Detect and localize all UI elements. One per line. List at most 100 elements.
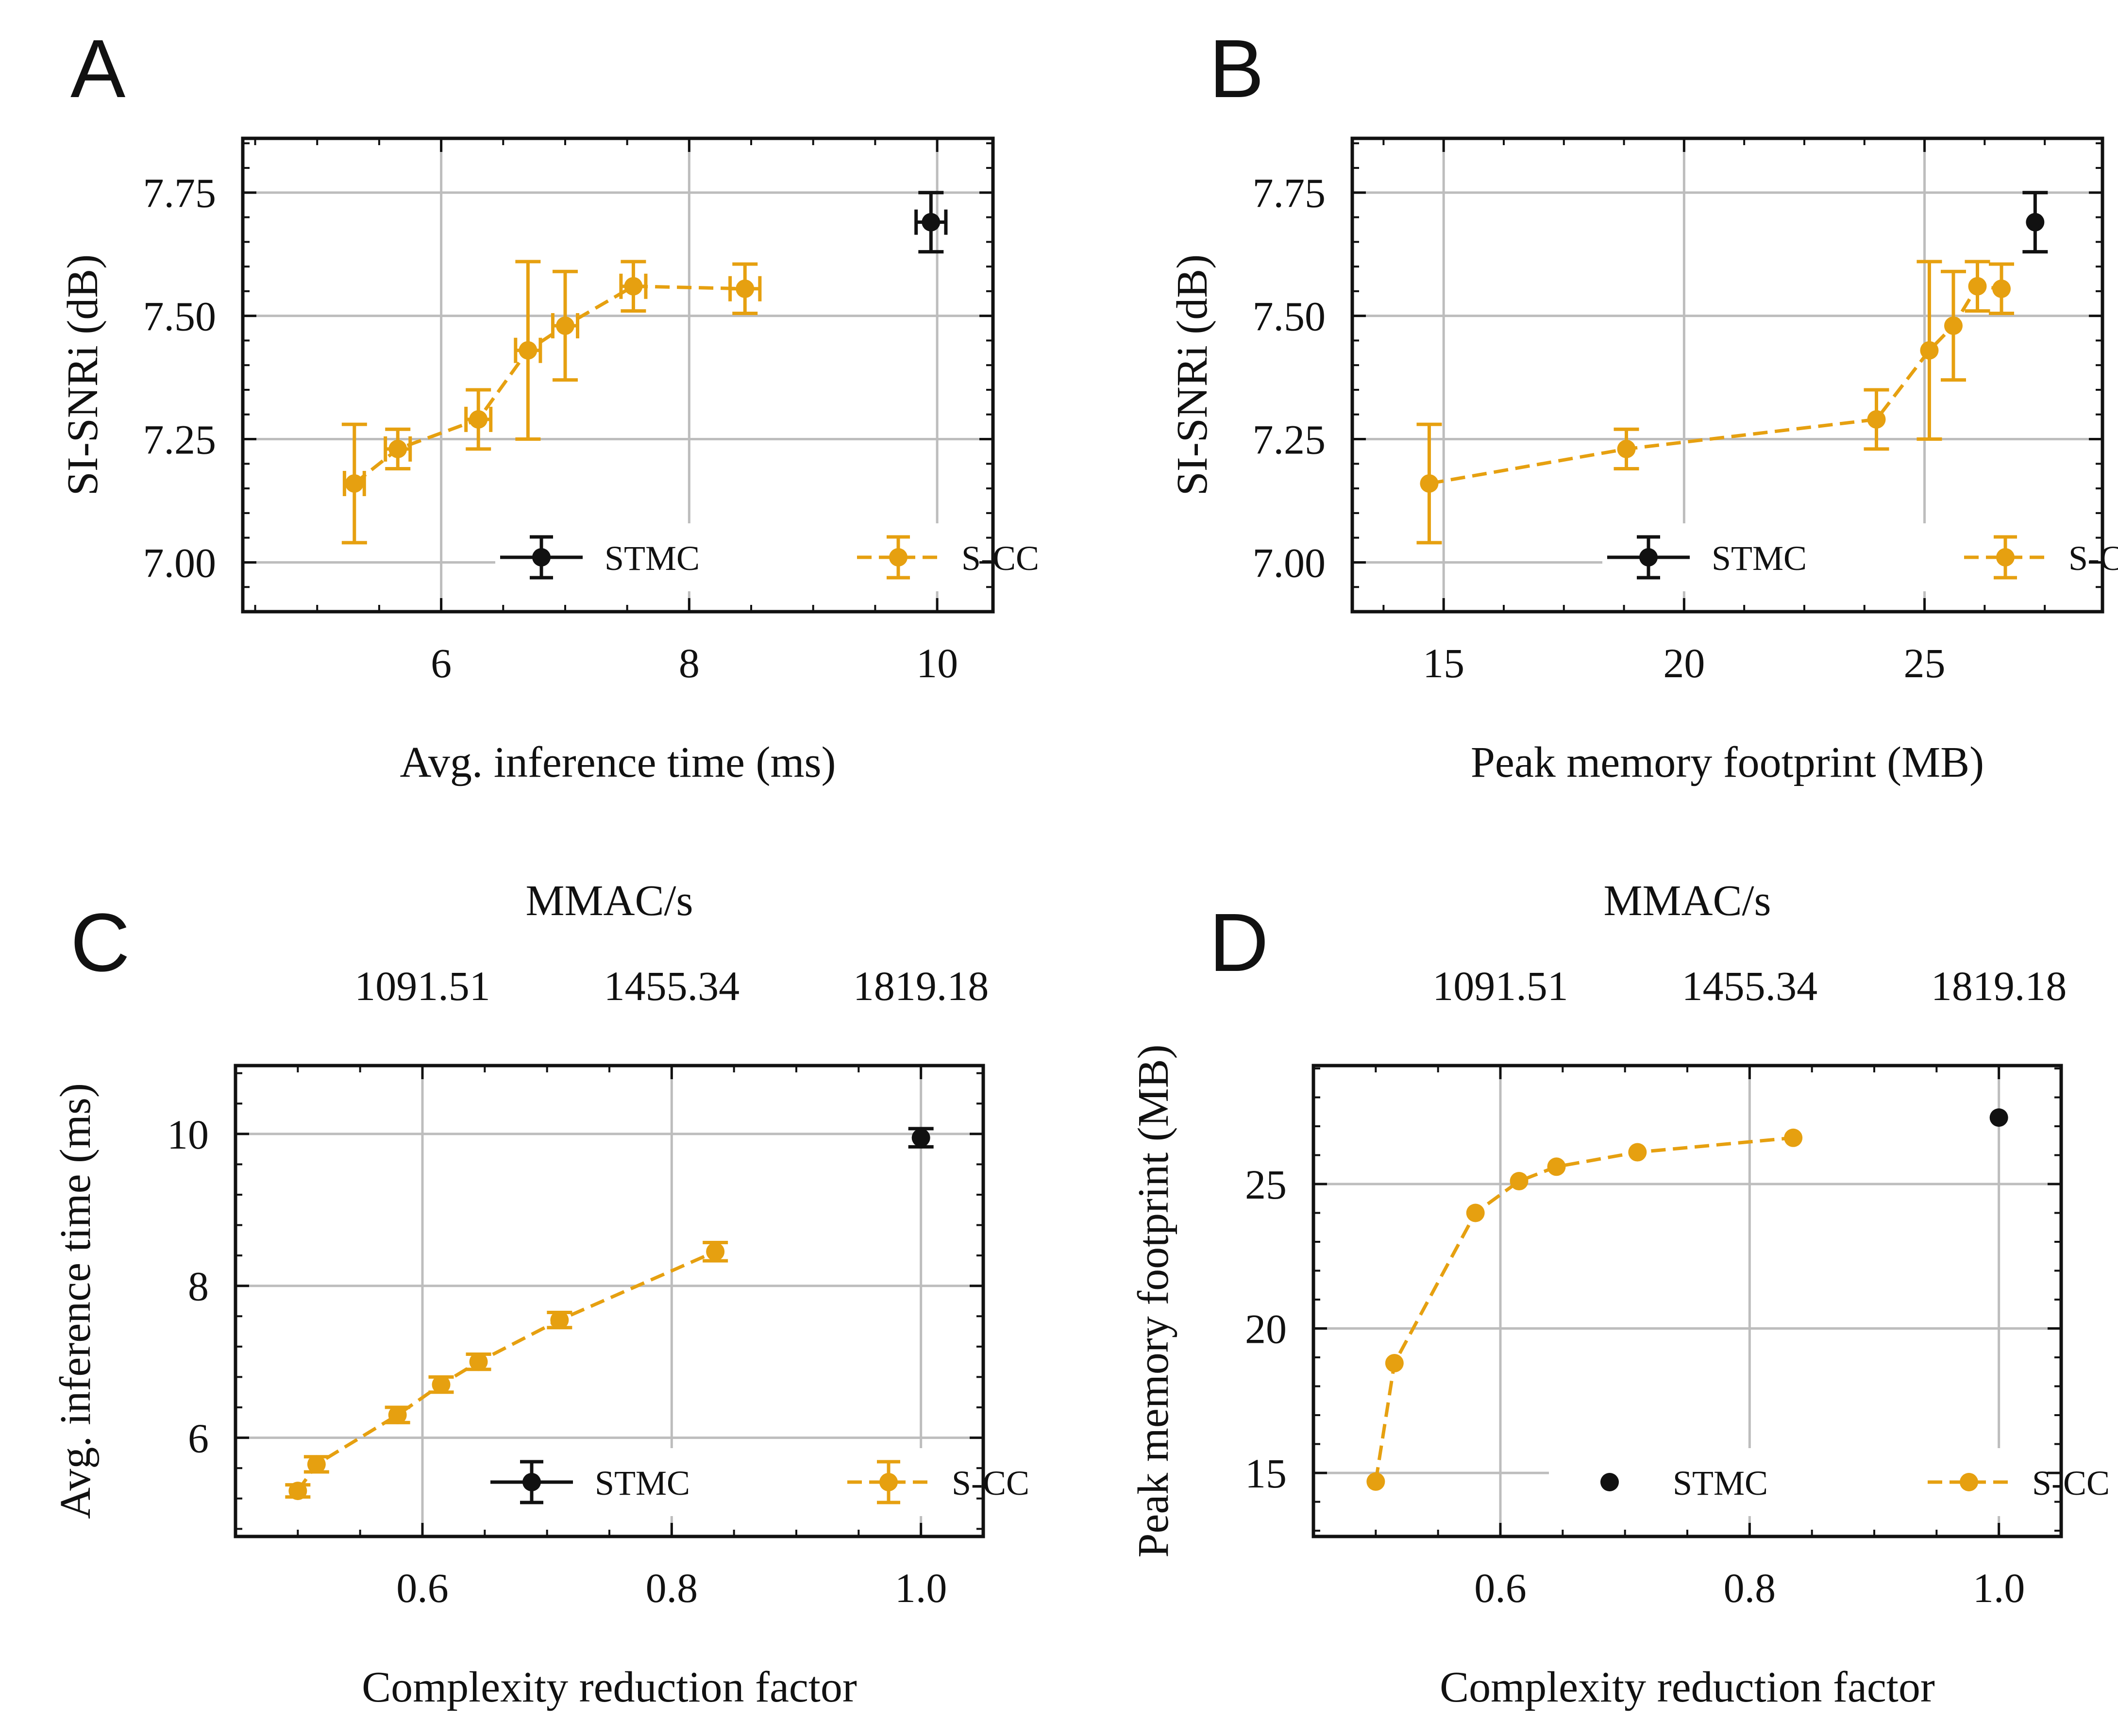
plot-frame xyxy=(234,1064,985,1538)
top-tick-label: 1819.18 xyxy=(1931,963,2067,1009)
data-point-scc xyxy=(1617,439,1636,458)
y-tick-label: 7.50 xyxy=(143,293,217,340)
data-point-scc xyxy=(550,1311,569,1330)
data-point-stmc xyxy=(922,213,941,232)
data-point-scc xyxy=(1784,1128,1803,1147)
x-tick-label: 6 xyxy=(431,640,452,686)
series-scc xyxy=(1416,260,2015,545)
plot-frame xyxy=(1350,136,2104,614)
data-point-scc xyxy=(1420,474,1439,493)
x-tick-label: 0.6 xyxy=(396,1565,449,1611)
y-tick-label: 10 xyxy=(167,1111,209,1158)
legend-label-scc: S-CC xyxy=(2068,539,2118,578)
series-scc xyxy=(341,260,762,545)
data-point-scc xyxy=(624,277,643,296)
series-scc xyxy=(285,1241,728,1501)
y-tick-label: 25 xyxy=(1245,1161,1287,1208)
x-axis-label: Avg. inference time (ms) xyxy=(400,738,836,786)
y-axis-label: Peak memory footprint (MB) xyxy=(1129,1044,1177,1557)
plot-frame xyxy=(1311,1064,2063,1538)
x-tick-label: 0.8 xyxy=(646,1565,698,1611)
data-point-scc xyxy=(1920,341,1939,360)
y-tick-label: 7.75 xyxy=(1253,170,1326,217)
data-point-scc xyxy=(432,1375,451,1394)
data-point-scc xyxy=(555,316,574,335)
x-tick-label: 1.0 xyxy=(1973,1565,2025,1611)
x-axis-label: Complexity reduction factor xyxy=(362,1663,857,1711)
data-point-scc xyxy=(1992,279,2011,298)
y-tick-label: 7.25 xyxy=(1253,417,1326,463)
data-point-scc xyxy=(307,1455,326,1474)
legend-label-stmc: STMC xyxy=(605,539,700,578)
y-tick-label: 7.00 xyxy=(1253,539,1326,586)
data-point-scc xyxy=(1867,410,1886,429)
panel-letter-a: A xyxy=(70,23,126,115)
data-point-scc xyxy=(1628,1143,1647,1162)
legend: STMC S-CC xyxy=(1600,1464,2110,1502)
y-axis-label: SI-SNRi (dB) xyxy=(1168,254,1216,496)
data-point-scc xyxy=(1944,316,1963,335)
data-point-stmc xyxy=(911,1128,930,1147)
legend-label-stmc: STMC xyxy=(1673,1464,1768,1502)
top-tick-label: 1091.51 xyxy=(1432,963,1568,1009)
x-tick-label: 15 xyxy=(1423,640,1464,686)
x-tick-label: 0.6 xyxy=(1474,1565,1527,1611)
legend-marker-scc xyxy=(879,1473,898,1491)
data-point-scc xyxy=(469,410,488,429)
legend-label-scc: S-CC xyxy=(2032,1464,2110,1502)
x-tick-label: 8 xyxy=(679,640,700,686)
top-tick-label: 1455.34 xyxy=(1682,963,1818,1009)
legend-label-scc: S-CC xyxy=(961,539,1039,578)
data-point-stmc xyxy=(2026,213,2045,232)
legend-marker-scc xyxy=(1960,1473,1978,1491)
data-point-scc xyxy=(1466,1203,1485,1222)
panel-letter-c: C xyxy=(70,897,130,989)
data-point-scc xyxy=(388,1405,407,1424)
x-tick-label: 20 xyxy=(1663,640,1705,686)
data-point-scc xyxy=(1510,1172,1529,1191)
plot-frame xyxy=(241,136,995,614)
top-tick-label: 1455.34 xyxy=(604,963,740,1009)
y-axis-label: Avg. inference time (ms) xyxy=(51,1083,100,1519)
data-point-scc xyxy=(1968,277,1987,296)
legend-marker-stmc xyxy=(1600,1473,1619,1491)
y-tick-label: 7.50 xyxy=(1253,293,1326,340)
panel-c: 0.6 0.8 1.0 6 8 10 Complexity reduction factor… xyxy=(51,877,1029,1711)
data-point-stmc xyxy=(1989,1108,2008,1127)
y-tick-label: 7.75 xyxy=(143,170,217,217)
legend-label-scc: S-CC xyxy=(952,1464,1029,1502)
series-stmc xyxy=(908,1127,934,1149)
legend-marker-scc xyxy=(1996,548,2015,567)
panel-d: 0.6 0.8 1.0 15 20 25 Complexity reduction fact… xyxy=(1129,877,2110,1711)
data-point-scc xyxy=(706,1242,725,1261)
data-point-scc xyxy=(469,1352,488,1371)
panel-a: 6 8 10 7.00 7.25 7.50 7.75 Avg. inference time … xyxy=(59,136,1039,786)
legend-marker-stmc xyxy=(522,1473,541,1491)
legend: STMC S-CC xyxy=(490,1460,1029,1504)
legend-label-stmc: STMC xyxy=(595,1464,690,1502)
data-point-scc xyxy=(736,279,755,298)
legend-label-stmc: STMC xyxy=(1712,539,1807,578)
data-point-scc xyxy=(519,341,538,360)
panel-letter-b: B xyxy=(1209,23,1264,115)
x-tick-label: 1.0 xyxy=(895,1565,947,1611)
x-tick-label: 0.8 xyxy=(1724,1565,1776,1611)
top-axis-label: MMAC/s xyxy=(525,877,693,925)
top-tick-label: 1819.18 xyxy=(853,963,989,1009)
legend-marker-scc xyxy=(889,548,908,567)
x-axis-label: Peak memory footprint (MB) xyxy=(1471,738,1984,786)
series-stmc xyxy=(914,191,948,254)
series-scc xyxy=(1366,1128,1803,1491)
panel-b: 15 20 25 7.00 7.25 7.50 7.75 Peak memory footpr… xyxy=(1168,136,2118,786)
series-stmc xyxy=(1989,1108,2008,1127)
series-line xyxy=(1374,1136,1794,1482)
data-point-scc xyxy=(388,439,407,458)
legend: STMC S-CC xyxy=(500,535,1039,580)
series-stmc xyxy=(2022,191,2048,254)
data-point-scc xyxy=(1547,1157,1566,1176)
x-tick-label: 10 xyxy=(916,640,958,686)
y-tick-label: 15 xyxy=(1245,1450,1287,1497)
legend-marker-stmc xyxy=(1639,548,1658,567)
y-tick-label: 7.25 xyxy=(143,417,217,463)
